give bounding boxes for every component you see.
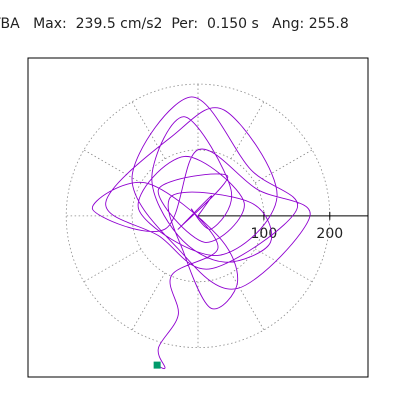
plot-frame [27, 57, 369, 378]
end-marker [153, 361, 161, 369]
grid-spoke [254, 248, 313, 283]
chart-title: TBA Max: 239.5 cm/s2 Per: 0.150 s Ang: 2… [0, 16, 349, 32]
x-tick-label: 200 [316, 226, 343, 242]
grid-spoke [83, 248, 142, 283]
grid-spoke [230, 101, 265, 159]
grid-spoke [131, 272, 166, 331]
grid-spoke [83, 149, 142, 184]
trace-line [92, 96, 311, 370]
x-tick-label: 100 [251, 226, 278, 242]
grid-spoke [131, 101, 166, 159]
grid-spoke [254, 149, 313, 184]
grid-spoke [230, 272, 265, 331]
